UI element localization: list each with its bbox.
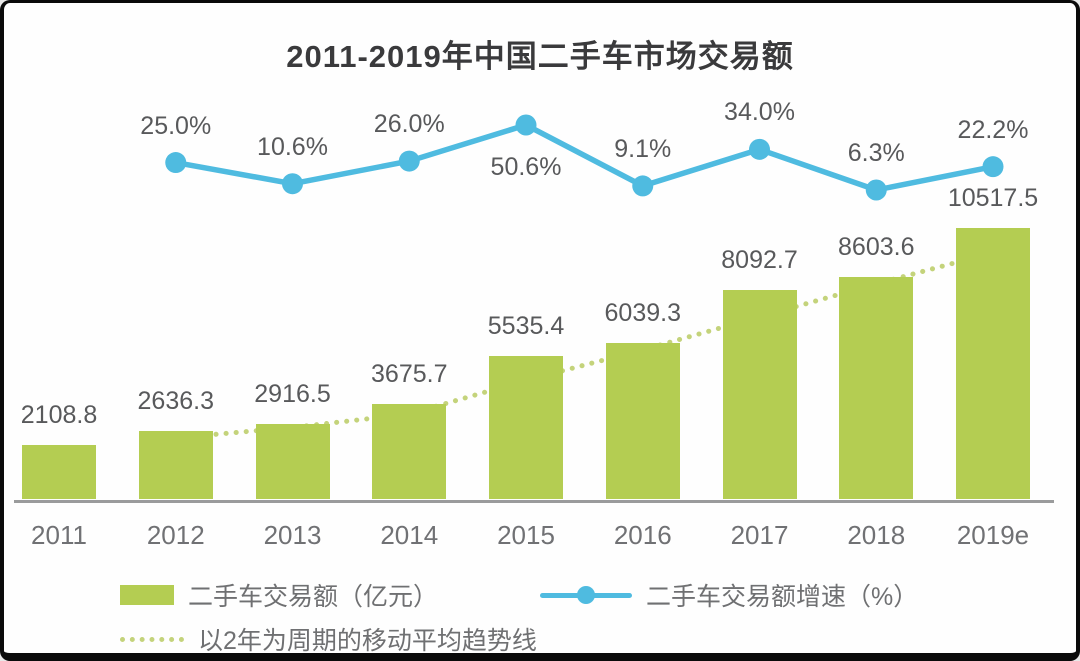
bar-value-label-2016: 6039.3	[604, 299, 681, 328]
legend-trend-swatch	[120, 636, 184, 642]
growth-label-2018: 6.3%	[847, 139, 905, 167]
growth-label-2015: 50.6%	[490, 153, 562, 181]
bar-2012	[138, 431, 213, 499]
legend-item-trend: 以2年为周期的移动平均趋势线	[120, 621, 537, 655]
x-axis-line	[14, 500, 1054, 503]
bar-value-label-2011: 2108.8	[20, 400, 98, 429]
x-axis-label-2015: 2015	[497, 520, 555, 550]
x-axis-label-2014: 2014	[380, 520, 439, 550]
growth-label-2012: 25.0%	[140, 111, 212, 140]
x-axis-label-2012: 2012	[146, 520, 205, 550]
legend-trend-label: 以2年为周期的移动平均趋势线	[198, 627, 537, 655]
legend-line-label: 二手车交易额增速（%）	[646, 583, 919, 611]
x-axis-label-2019e: 2019e	[956, 520, 1030, 550]
legend-bar-label: 二手车交易额（亿元）	[188, 583, 439, 611]
legend-item-bar: 二手车交易额（亿元）	[120, 577, 438, 613]
legend-line-swatch	[540, 585, 632, 605]
legend-bar-swatch	[120, 585, 174, 605]
x-axis-label-2018: 2018	[847, 520, 906, 550]
labels-layer: 2108.8 2011 2636.3 2012 2916.5 2013 3675.7 2014…	[4, 3, 1076, 653]
growth-label-2013: 10.6%	[257, 132, 328, 161]
bar-2011	[22, 444, 96, 499]
bar-value-label-2014: 3675.7	[371, 360, 448, 389]
x-axis-label-2013: 2013	[263, 520, 322, 550]
bar-value-label-2018: 8603.6	[838, 233, 915, 262]
growth-label-2016: 9.1%	[614, 134, 672, 163]
legend-line-dot-icon	[577, 586, 595, 604]
chart-title: 2011-2019年中国二手车市场交易额	[286, 39, 794, 74]
bar-value-label-2019e: 10517.5	[947, 183, 1039, 212]
growth-label-2017: 34.0%	[724, 98, 795, 127]
growth-label-2014: 26.0%	[373, 110, 445, 139]
x-axis-label-2017: 2017	[730, 520, 789, 550]
x-axis-label-2016: 2016	[613, 520, 672, 550]
growth-label-2019e: 22.2%	[957, 115, 1029, 144]
x-axis-label-2011: 2011	[31, 520, 87, 550]
legend-item-line: 二手车交易额增速（%）	[540, 577, 918, 613]
